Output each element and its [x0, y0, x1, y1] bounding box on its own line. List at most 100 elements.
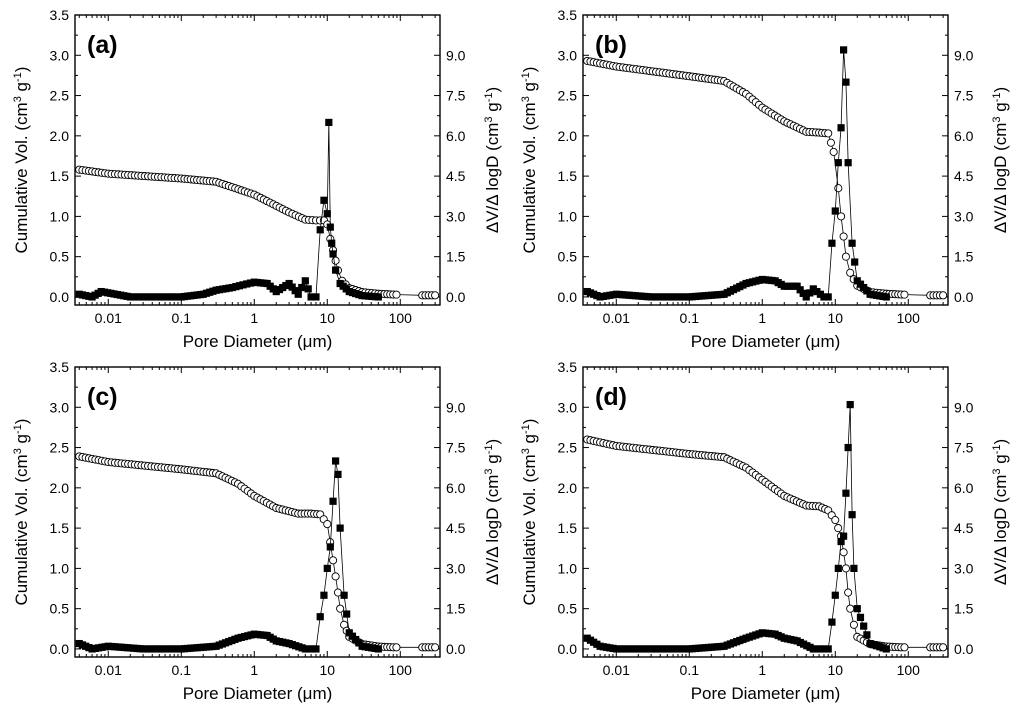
distribution-point [316, 226, 324, 234]
y-left-tick-label: 0.5 [50, 601, 70, 617]
x-tick-label: 10 [319, 662, 335, 678]
cumulative-point [826, 138, 835, 147]
cumulative-point [939, 291, 948, 300]
y-right-axis-title: ΔV/Δ logD (cm3 g-1) [483, 439, 502, 585]
distribution-point [834, 564, 842, 572]
y-left-tick-label: 1.5 [558, 520, 578, 536]
y-left-axis-title-part: 3 [520, 96, 532, 102]
y-left-axis-title-part: g [12, 82, 31, 96]
y-left-tick-label: 2.0 [50, 128, 70, 144]
y-left-axis-title-part: g [12, 434, 31, 448]
y-right-axis-title-part: g [483, 102, 502, 116]
y-right-axis-title-part: -1 [991, 93, 1003, 103]
y-right-tick-label: 7.5 [446, 88, 466, 104]
x-tick-label: 1 [250, 310, 258, 326]
distribution-point [328, 239, 336, 247]
x-tick-label: 0.01 [603, 662, 630, 678]
y-right-axis-title-part: 3 [991, 116, 1003, 122]
distribution-point [853, 605, 861, 613]
x-axis-title: Pore Diameter (μm) [691, 332, 841, 351]
distribution-point [846, 400, 854, 409]
x-tick-label: 0.01 [603, 310, 630, 326]
cumulative-point [839, 232, 848, 241]
y-left-tick-label: 2.0 [50, 480, 70, 496]
distribution-point [824, 293, 832, 301]
x-axis-title-part: m) [820, 332, 840, 351]
y-left-axis-title-part: Cumulative Vol. (cm [520, 454, 539, 605]
cumulative-series-line [587, 60, 944, 296]
y-left-axis-title-part: ) [12, 419, 31, 425]
y-left-tick-label: 1.5 [558, 168, 578, 184]
distribution-point [332, 457, 340, 465]
panel-c: 0.01 0.1 1 10 100 0.0 0.5 1.0 1.5 2.0 2.5 3.0 3.5 0.0… [12, 359, 502, 703]
distribution-point [304, 285, 312, 293]
distribution-point [326, 223, 334, 231]
y-left-tick-label: 0.5 [558, 249, 578, 265]
y-right-axis-title-part: ) [483, 439, 502, 445]
y-left-tick-label: 3.0 [50, 47, 70, 63]
y-right-tick-label: 3.0 [954, 208, 974, 224]
x-axis-title-part: Pore Diameter ( [691, 684, 811, 703]
y-right-tick-label: 0.0 [446, 289, 466, 305]
y-right-tick-label: 6.0 [954, 128, 974, 144]
panel-label: (c) [87, 383, 118, 411]
distribution-point [882, 645, 890, 653]
y-right-axis-title-part: ) [991, 87, 1010, 93]
y-right-tick-label: 9.0 [446, 399, 466, 415]
y-right-axis-title: ΔV/Δ logD (cm3 g-1) [483, 87, 502, 233]
y-left-axis-title-part: Cumulative Vol. (cm [12, 454, 31, 605]
y-right-axis-title-part: 3 [991, 468, 1003, 474]
distribution-point [334, 470, 342, 479]
panel-d: 0.01 0.1 1 10 100 0.0 0.5 1.0 1.5 2.0 2.5 3.0 3.5 0.0… [520, 359, 1010, 703]
y-left-tick-label: 0.0 [558, 289, 578, 305]
distribution-point [307, 293, 315, 301]
y-right-tick-label: 4.5 [954, 520, 974, 536]
y-right-tick-label: 4.5 [954, 168, 974, 184]
x-tick-label: 1 [250, 662, 258, 678]
y-left-tick-label: 2.5 [558, 440, 578, 456]
y-left-axis-title-part: g [520, 434, 539, 448]
distribution-point [326, 543, 334, 551]
y-right-tick-label: 0.0 [446, 641, 466, 657]
cumulative-point [839, 548, 848, 557]
distribution-point [840, 532, 848, 540]
cumulative-point [844, 588, 853, 597]
y-left-axis-title-part: 3 [520, 448, 532, 454]
distribution-point [374, 293, 382, 301]
distribution-point [820, 293, 828, 301]
y-left-axis-title-part: Cumulative Vol. (cm [12, 102, 31, 253]
x-axis-title-part: m) [820, 684, 840, 703]
x-axis-title-part: μ [303, 332, 313, 351]
x-tick-label: 100 [897, 310, 921, 326]
cumulative-point [331, 256, 340, 265]
y-right-axis-title-part: -1 [991, 445, 1003, 455]
distribution-point [828, 618, 836, 626]
y-right-axis-title-part: 3 [483, 116, 495, 122]
x-tick-label: 10 [827, 662, 843, 678]
distribution-point [239, 281, 247, 289]
y-right-tick-label: 7.5 [954, 88, 974, 104]
cumulative-point [900, 643, 909, 652]
cumulative-point [834, 524, 843, 533]
distribution-point [312, 645, 320, 653]
y-right-axis-title-part: ΔV/Δ logD (cm [991, 123, 1010, 234]
distribution-point [340, 591, 348, 599]
distribution-point [882, 293, 890, 301]
y-right-tick-label: 1.5 [446, 249, 466, 265]
panel-b: 0.01 0.1 1 10 100 0.0 0.5 1.0 1.5 2.0 2.5 3.0 3.5 0.0… [520, 7, 1010, 351]
y-right-tick-label: 4.5 [446, 520, 466, 536]
panel-label: (a) [87, 31, 118, 59]
cumulative-point [331, 572, 340, 581]
x-axis-title-part: μ [811, 332, 821, 351]
x-axis-title-part: Pore Diameter ( [183, 332, 303, 351]
x-tick-label: 0.1 [172, 662, 192, 678]
y-right-axis-title-part: -1 [483, 445, 495, 455]
cumulative-series-line [587, 439, 944, 648]
distribution-point [320, 196, 328, 204]
cumulative-point [829, 147, 838, 156]
x-axis-title-part: m) [312, 332, 332, 351]
y-left-tick-label: 0.5 [50, 249, 70, 265]
y-left-axis-title-part: -1 [12, 72, 24, 82]
y-left-axis-title-part: Cumulative Vol. (cm [520, 102, 539, 253]
y-left-tick-label: 3.5 [50, 359, 70, 375]
